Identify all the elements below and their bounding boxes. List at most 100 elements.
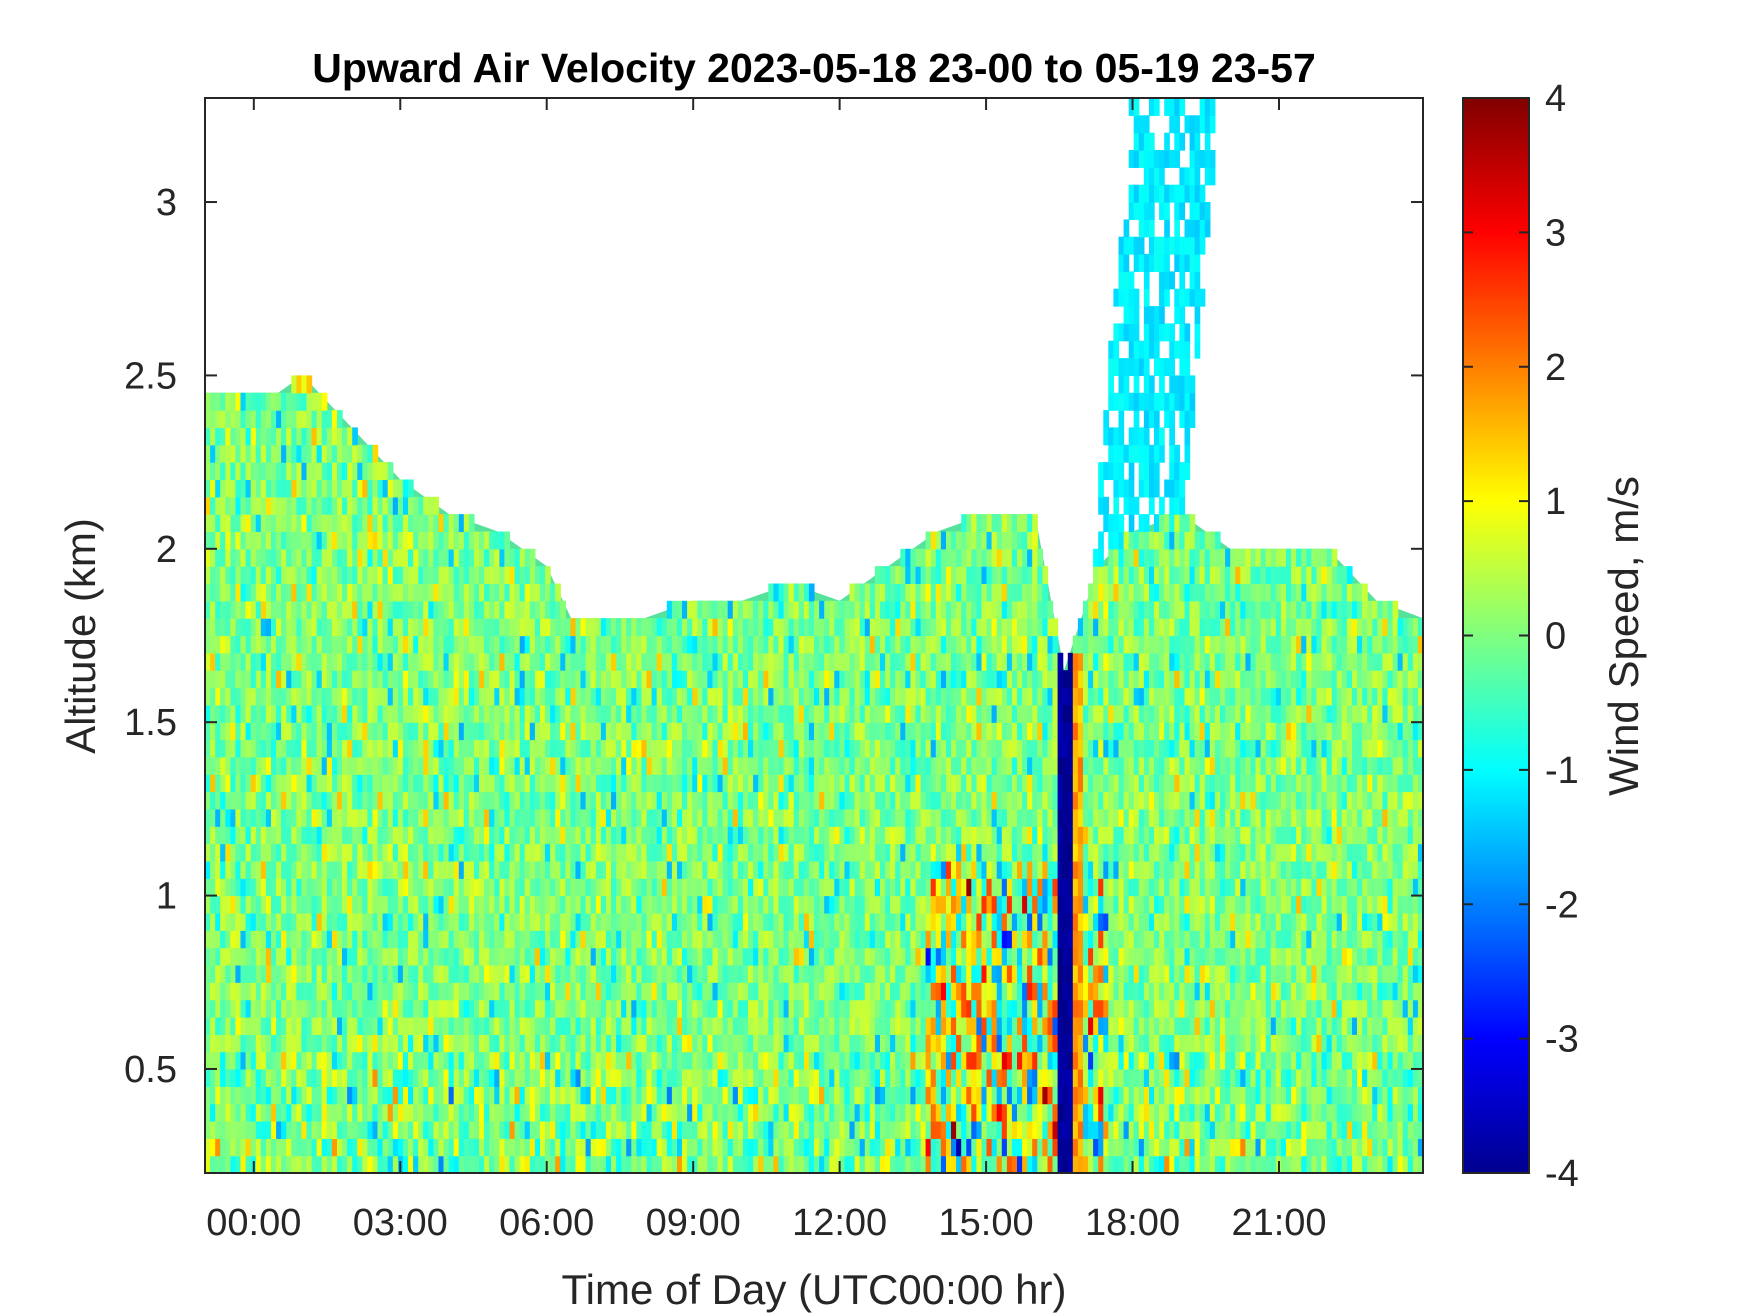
heatmap-cell bbox=[585, 618, 592, 637]
heatmap-cell bbox=[392, 704, 399, 723]
heatmap-cell bbox=[814, 635, 820, 654]
heatmap-cell bbox=[504, 1103, 511, 1122]
heatmap-cell bbox=[205, 964, 211, 983]
heatmap-cell bbox=[773, 895, 780, 914]
heatmap-cell bbox=[722, 1155, 729, 1173]
heatmap-cell bbox=[250, 531, 257, 550]
heatmap-cell bbox=[748, 774, 754, 793]
heatmap-cell bbox=[494, 1103, 500, 1122]
heatmap-cell bbox=[869, 774, 876, 793]
heatmap-cell bbox=[646, 1086, 653, 1105]
heatmap-cell bbox=[550, 739, 556, 758]
heatmap-cell bbox=[737, 618, 744, 637]
heatmap-cell bbox=[271, 635, 277, 654]
heatmap-cell bbox=[504, 1051, 511, 1070]
heatmap-cell bbox=[362, 739, 368, 758]
heatmap-cell bbox=[408, 722, 414, 741]
heatmap-cell bbox=[514, 739, 521, 758]
heatmap-cell bbox=[372, 1051, 379, 1070]
heatmap-cell bbox=[682, 964, 688, 983]
heatmap-cell bbox=[408, 860, 414, 879]
heatmap-cell bbox=[250, 635, 257, 654]
heatmap-cell bbox=[453, 947, 460, 966]
heatmap-cell bbox=[448, 722, 455, 741]
heatmap-cell bbox=[423, 548, 429, 567]
heatmap-cell bbox=[727, 947, 734, 966]
heatmap-cell bbox=[834, 947, 840, 966]
heatmap-cell bbox=[545, 1121, 551, 1139]
heatmap-cell bbox=[387, 930, 394, 949]
heatmap-cell bbox=[626, 1155, 632, 1173]
heatmap-cell bbox=[316, 704, 323, 723]
heatmap-cell bbox=[301, 739, 308, 758]
heatmap-cell bbox=[463, 964, 470, 983]
heatmap-cell bbox=[245, 652, 252, 671]
heatmap-cell bbox=[260, 670, 267, 689]
heatmap-cell bbox=[484, 739, 490, 758]
heatmap-cell bbox=[433, 618, 440, 637]
heatmap-cell bbox=[326, 808, 333, 827]
heatmap-cell bbox=[377, 1034, 384, 1053]
heatmap-cell bbox=[631, 1103, 637, 1122]
heatmap-cell bbox=[326, 479, 333, 498]
heatmap-cell bbox=[260, 982, 267, 1001]
heatmap-cell bbox=[245, 548, 252, 567]
heatmap-cell bbox=[245, 392, 252, 411]
heatmap-cell bbox=[250, 687, 257, 706]
heatmap-cell bbox=[844, 878, 851, 897]
heatmap-cell bbox=[260, 999, 267, 1018]
heatmap-cell bbox=[418, 548, 424, 567]
heatmap-cell bbox=[276, 964, 282, 983]
heatmap-cell bbox=[824, 999, 830, 1018]
heatmap-cell bbox=[245, 479, 252, 498]
heatmap-cell bbox=[367, 999, 374, 1018]
heatmap-cell bbox=[798, 618, 805, 637]
heatmap-cell bbox=[702, 964, 708, 983]
heatmap-cell bbox=[864, 947, 871, 966]
heatmap-cell bbox=[702, 930, 708, 949]
heatmap-cell bbox=[829, 635, 835, 654]
heatmap-cell bbox=[824, 982, 830, 1001]
heatmap-cell bbox=[707, 860, 714, 879]
heatmap-cell bbox=[504, 739, 511, 758]
heatmap-cell bbox=[377, 964, 384, 983]
heatmap-cell bbox=[281, 791, 287, 810]
heatmap-cell bbox=[504, 860, 511, 879]
heatmap-cell bbox=[773, 670, 780, 689]
heatmap-cell bbox=[382, 808, 389, 827]
heatmap-cell bbox=[722, 635, 729, 654]
heatmap-cell bbox=[580, 704, 587, 723]
heatmap-cell bbox=[504, 1034, 511, 1053]
heatmap-cell bbox=[347, 739, 353, 758]
heatmap-cell bbox=[590, 704, 597, 723]
heatmap-cell bbox=[742, 756, 749, 775]
heatmap-cell bbox=[494, 1069, 500, 1087]
heatmap-cell bbox=[646, 791, 653, 810]
heatmap-cell bbox=[742, 1034, 749, 1053]
heatmap-cell bbox=[600, 670, 607, 689]
heatmap-cell bbox=[880, 999, 886, 1018]
heatmap-cell bbox=[296, 964, 303, 983]
heatmap-cell bbox=[255, 687, 262, 706]
heatmap-cell bbox=[337, 843, 343, 862]
heatmap-cell bbox=[408, 1086, 414, 1105]
heatmap-cell bbox=[545, 1086, 551, 1105]
heatmap-cell bbox=[316, 410, 323, 429]
heatmap-cell bbox=[834, 1138, 840, 1157]
heatmap-cell bbox=[849, 1034, 856, 1053]
heatmap-cell bbox=[413, 514, 419, 533]
heatmap-cell bbox=[869, 687, 876, 706]
heatmap-cell bbox=[205, 548, 211, 567]
heatmap-cell bbox=[524, 1103, 531, 1122]
heatmap-cell bbox=[342, 514, 348, 533]
heatmap-cell bbox=[758, 999, 764, 1018]
heatmap-cell bbox=[352, 1103, 358, 1122]
heatmap-cell bbox=[205, 444, 211, 463]
heatmap-cell bbox=[392, 687, 399, 706]
heatmap-cell bbox=[844, 687, 851, 706]
heatmap-cell bbox=[387, 618, 394, 637]
heatmap-cell bbox=[600, 930, 607, 949]
heatmap-cell bbox=[611, 687, 617, 706]
heatmap-cell bbox=[220, 878, 226, 897]
heatmap-cell bbox=[651, 1034, 658, 1053]
